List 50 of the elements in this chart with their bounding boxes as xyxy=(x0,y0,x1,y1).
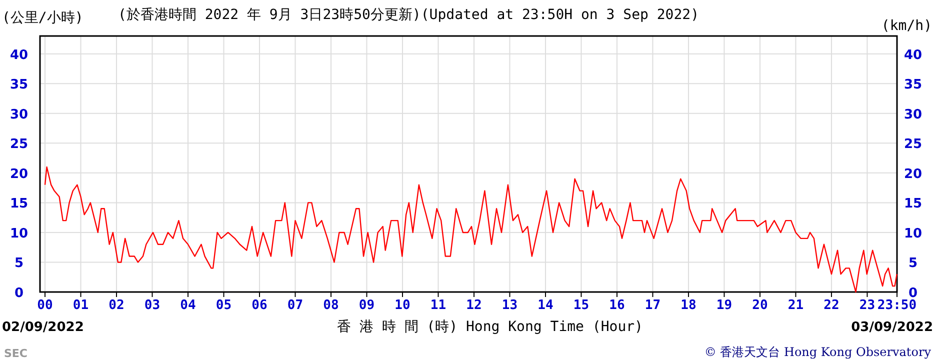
y-tick-label: 10 xyxy=(10,226,28,242)
y2-tick-label: 10 xyxy=(904,226,922,242)
text: 02/09/2022 xyxy=(2,320,84,335)
x-tick-label: 23 xyxy=(859,298,876,313)
y-tick-label: 25 xyxy=(10,137,28,152)
x-tick-label: 20 xyxy=(752,298,768,313)
y2-tick-label: 25 xyxy=(904,137,922,152)
x-tick-label: 05 xyxy=(216,298,232,313)
x-tick-label: 00 xyxy=(37,298,54,313)
x-tick-label: 09 xyxy=(358,298,375,313)
x-tick-label: 17 xyxy=(644,298,661,313)
chart-title: (於香港時間 2022 年 9月 3日23時50分更新)(Updated at 23:50H on 3 Sep 2022) xyxy=(118,7,700,23)
x-tick-label: 06 xyxy=(252,298,268,313)
text: 03/09/2022 xyxy=(851,320,933,335)
x-axis-title: 香 港 時 間 (時) Hong Kong Time (Hour) xyxy=(336,319,644,335)
y2-axis-title: (km/h) xyxy=(881,18,932,34)
x-tick-label: 08 xyxy=(323,298,339,313)
y-tick-label: 15 xyxy=(10,196,28,212)
x-tick-label: 07 xyxy=(287,298,304,313)
x-tick-label: 04 xyxy=(180,298,196,313)
text: SEC xyxy=(4,347,28,360)
y2-tick-label: 5 xyxy=(908,256,918,272)
y-axis-title: (公里/小時) xyxy=(2,10,84,26)
x-tick-label: 03 xyxy=(144,298,160,313)
x-tick-label: 02 xyxy=(108,298,124,313)
x-tick-label: 21 xyxy=(788,298,804,313)
x-tick-label: 14 xyxy=(538,298,554,313)
text: © 香港天文台 Hong Kong Observatory xyxy=(704,345,932,359)
y-tick-label: 35 xyxy=(10,78,28,93)
y-tick-label: 0 xyxy=(14,286,24,301)
y-tick-label: 30 xyxy=(10,107,28,122)
y2-tick-label: 20 xyxy=(904,166,922,182)
x-tick-label: 16 xyxy=(609,298,625,313)
y2-tick-label: 35 xyxy=(904,78,922,93)
y-tick-label: 40 xyxy=(10,48,28,63)
x-tick-label: 15 xyxy=(573,298,590,313)
x-tick-label: 01 xyxy=(72,298,89,313)
x-tick-label: 11 xyxy=(430,298,446,313)
x-tick-label: 23:50 xyxy=(877,298,917,313)
x-tick-label: 12 xyxy=(466,298,482,313)
x-tick-label: 18 xyxy=(680,298,696,313)
x-tick-label: 10 xyxy=(394,298,410,313)
x-tick-label: 22 xyxy=(824,298,840,313)
x-tick-label: 19 xyxy=(716,298,732,313)
x-tick-label: 13 xyxy=(502,298,518,313)
y2-tick-label: 15 xyxy=(904,196,922,212)
y2-tick-label: 30 xyxy=(904,107,922,122)
y-tick-label: 20 xyxy=(10,166,28,182)
y-tick-label: 5 xyxy=(14,256,24,272)
y2-tick-label: 40 xyxy=(904,48,922,63)
